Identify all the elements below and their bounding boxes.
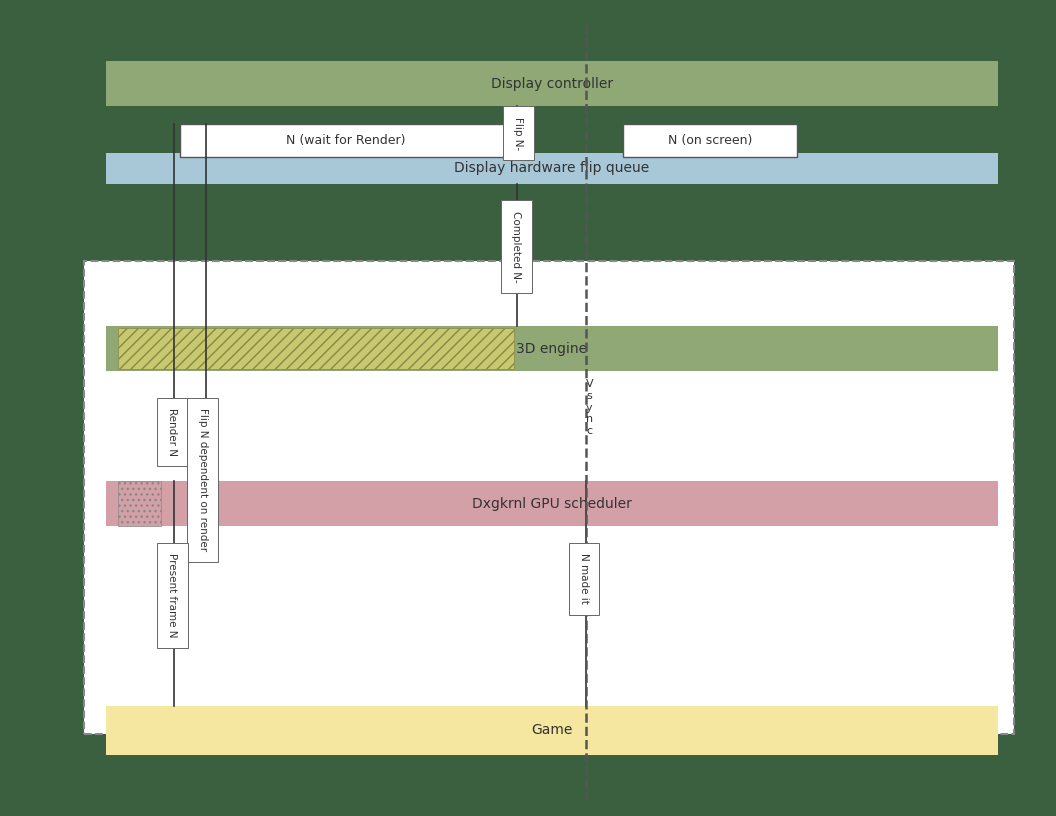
- Bar: [106, 326, 998, 371]
- Text: N (wait for Render): N (wait for Render): [286, 134, 406, 147]
- Text: N made it: N made it: [579, 553, 589, 604]
- Text: Present frame N: Present frame N: [167, 553, 177, 638]
- Text: Dxgkrnl GPU scheduler: Dxgkrnl GPU scheduler: [472, 497, 631, 511]
- Bar: [118, 328, 514, 369]
- Bar: [84, 261, 1014, 734]
- Text: N (on screen): N (on screen): [668, 134, 752, 147]
- Bar: [623, 124, 797, 157]
- Text: Game: Game: [531, 723, 572, 738]
- Text: Flip N-: Flip N-: [513, 117, 524, 150]
- Bar: [180, 124, 512, 157]
- Bar: [106, 706, 998, 755]
- Text: V
s
y
n
c: V s y n c: [585, 379, 593, 436]
- Bar: [106, 61, 998, 106]
- Text: Flip N dependent on render: Flip N dependent on render: [197, 408, 208, 551]
- Text: 3D engine: 3D engine: [516, 342, 587, 356]
- Text: Render N: Render N: [167, 408, 177, 456]
- Text: Display controller: Display controller: [491, 77, 612, 91]
- Bar: [106, 481, 998, 526]
- Text: Display hardware flip queue: Display hardware flip queue: [454, 161, 649, 175]
- Bar: [118, 481, 161, 526]
- Text: Completed N-: Completed N-: [511, 211, 522, 282]
- Bar: [106, 153, 998, 184]
